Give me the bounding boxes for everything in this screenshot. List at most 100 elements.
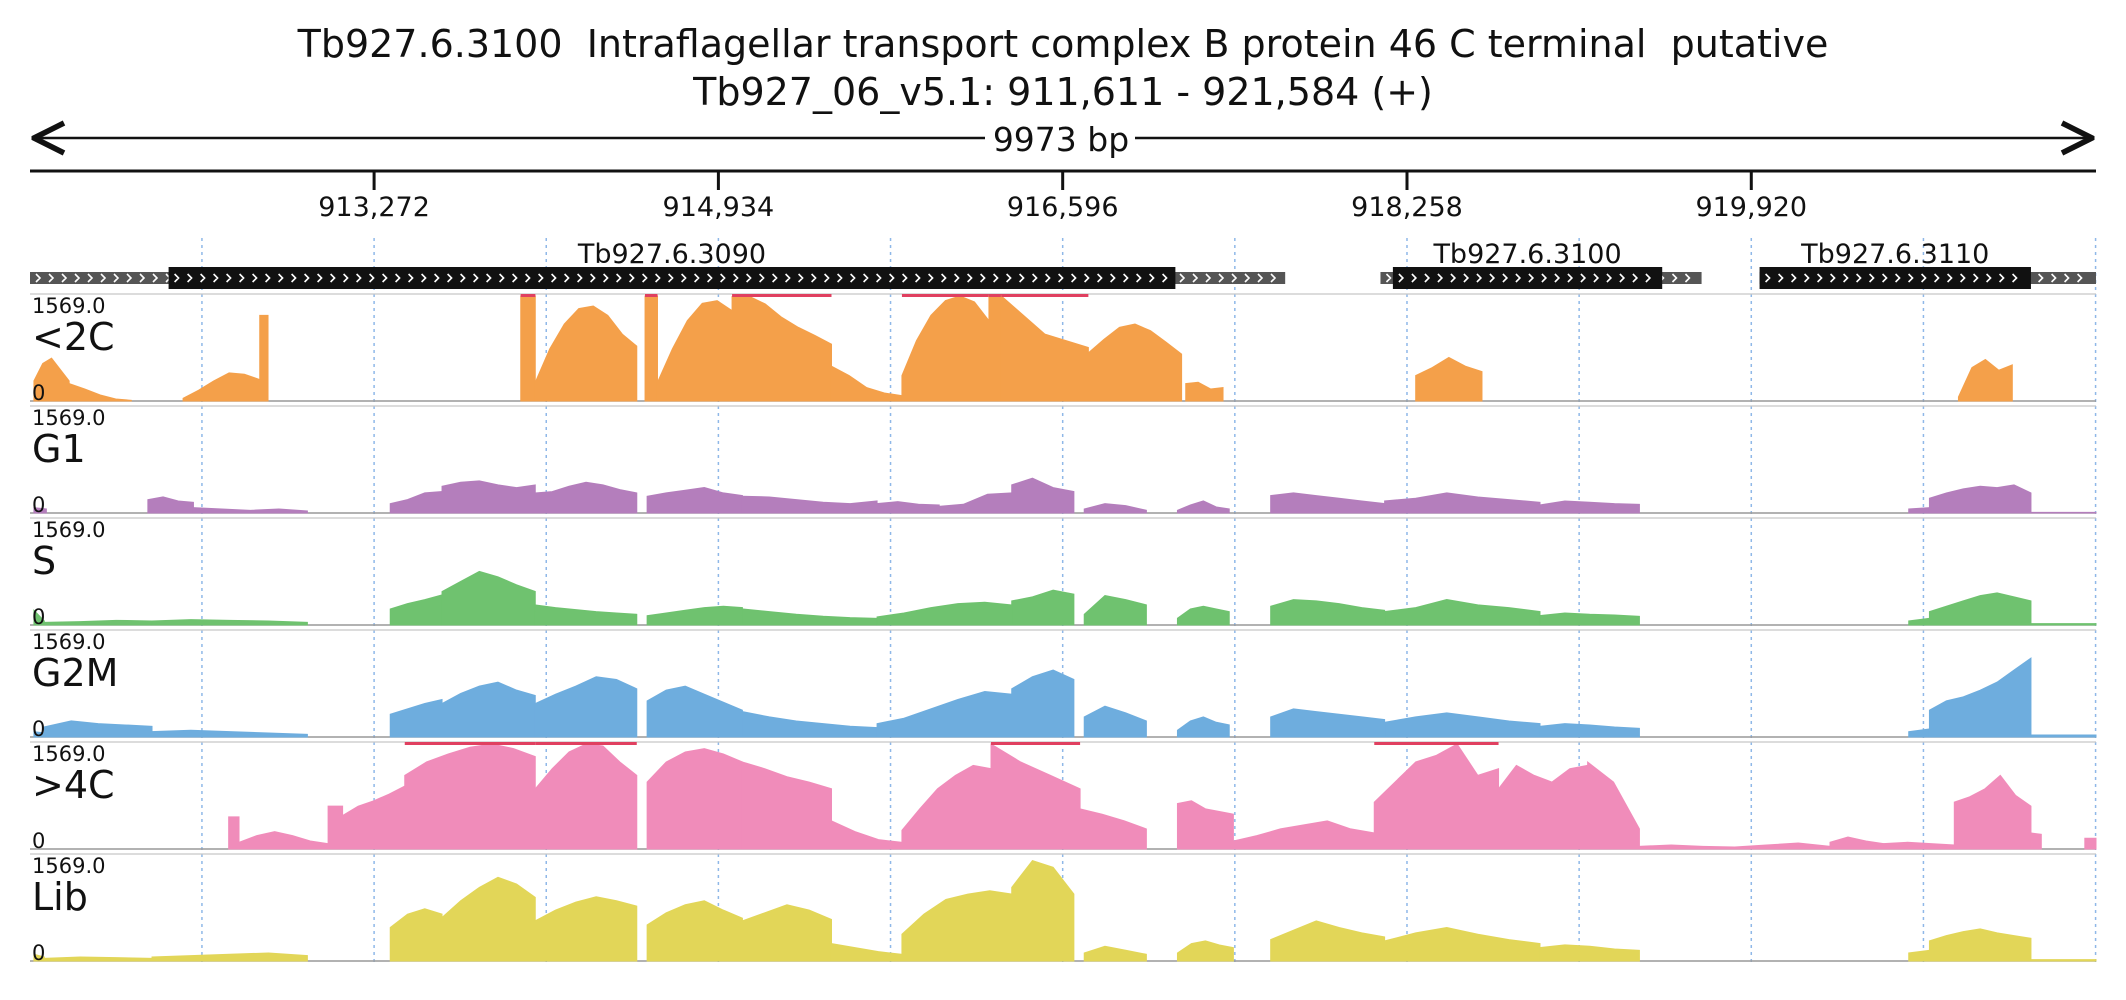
y-max-label: 1569.0	[32, 406, 105, 430]
coverage-area	[830, 365, 903, 402]
y-min-label: 0	[32, 605, 45, 629]
coverage-area	[2084, 837, 2097, 850]
coverage-area	[1176, 940, 1234, 962]
coverage-area	[1928, 928, 2032, 962]
coverage-area	[830, 943, 903, 962]
series-label: G2M	[32, 651, 118, 695]
axis-tick-label: 919,920	[1695, 192, 1807, 223]
coverage-area	[2030, 623, 2097, 626]
coverage-area	[646, 748, 743, 850]
coverage-area	[1083, 705, 1147, 738]
clip-marker	[520, 294, 536, 297]
axis-tick-label: 916,596	[1007, 192, 1119, 223]
coverage-area	[1638, 842, 1831, 850]
series-label: S	[32, 539, 56, 583]
gene-cds	[1759, 267, 2031, 289]
coverage-area	[1011, 669, 1075, 738]
y-max-label: 1569.0	[32, 742, 105, 766]
track-G2M: 1569.0 0 G2M	[30, 629, 2097, 741]
coverage-area	[1587, 760, 1640, 850]
coverage-area	[534, 676, 638, 738]
gene-Tb927.6.3090: Tb927.6.3090	[30, 239, 1286, 289]
coverage-area	[259, 314, 269, 402]
clip-marker	[1001, 294, 1089, 297]
coverage-area	[2030, 832, 2042, 850]
coverage-area	[1011, 860, 1075, 962]
coverage-area	[1539, 944, 1640, 962]
coverage-area	[1498, 764, 1589, 850]
y-min-label: 0	[32, 829, 45, 853]
coverage-area	[1908, 728, 1930, 738]
coverage-area	[441, 876, 536, 962]
coverage-area	[741, 608, 878, 626]
coverage-area	[441, 570, 536, 626]
coverage-area	[1087, 323, 1183, 402]
coverage-area	[147, 496, 194, 514]
coverage-area	[2030, 734, 2097, 738]
clip-marker	[988, 294, 1002, 297]
y-min-label: 0	[32, 717, 45, 741]
coverage-area	[1908, 949, 1930, 962]
coverage-area	[644, 295, 658, 402]
coverage-area	[741, 710, 878, 738]
axis-tick-label: 913,272	[318, 192, 430, 223]
coverage-area	[389, 698, 443, 738]
coverage-area	[327, 805, 344, 850]
coverage-area	[876, 601, 1013, 626]
coverage-area	[43, 720, 153, 738]
coverage-area	[33, 609, 45, 626]
strand-chevrons	[174, 273, 1168, 283]
coverage-area	[1000, 294, 1089, 402]
coverage-area	[938, 492, 1013, 514]
coverage-area	[1373, 743, 1500, 850]
coverage-area	[1270, 599, 1386, 626]
gene-track: Tb927.6.3090 Tb927.6.3100 Tb927.6.3110	[30, 239, 2096, 289]
coverage-area	[1384, 927, 1541, 962]
coverage-area	[43, 619, 153, 626]
coverage-area	[389, 594, 443, 626]
coverage-area	[1908, 617, 1930, 626]
coverage-area	[656, 300, 733, 402]
coverage-area	[151, 619, 308, 626]
y-max-label: 1569.0	[32, 854, 105, 878]
clip-marker	[991, 742, 1081, 745]
coverage-area	[988, 295, 1002, 402]
coverage-area	[33, 953, 45, 962]
coverage-area	[876, 690, 1013, 738]
coverage-area	[1957, 358, 2013, 402]
coverage-area	[404, 743, 536, 850]
axis-tick-label: 914,934	[663, 192, 775, 223]
span-label-bg	[985, 118, 1135, 158]
coverage-area	[1829, 836, 1885, 850]
coverage-area	[441, 480, 536, 514]
coverage-area	[534, 896, 638, 962]
coverage-area	[192, 507, 308, 514]
coverage-area	[1176, 716, 1230, 738]
coverage-area	[876, 501, 940, 514]
coverage-area	[520, 295, 536, 402]
coverage-area	[1539, 723, 1640, 738]
axis-tick-label: 918,258	[1351, 192, 1463, 223]
coverage-area	[534, 305, 638, 402]
coverage-area	[741, 904, 832, 962]
coverage-area	[1928, 657, 2032, 738]
gene-cds	[1392, 267, 1663, 289]
gene-label: Tb927.6.3090	[577, 239, 766, 270]
coverage-area	[534, 743, 638, 850]
coverage-area	[901, 764, 992, 850]
y-min-label: 0	[32, 941, 45, 965]
coverage-area	[1415, 356, 1483, 402]
track-G1: 1569.0 0 G1	[30, 405, 2097, 517]
coverage-area	[151, 952, 308, 962]
coverage-area	[741, 495, 878, 514]
coverage-area	[731, 295, 832, 402]
gene-label: Tb927.6.3100	[1432, 239, 1621, 270]
strand-chevrons	[1765, 273, 2018, 283]
gene-Tb927.6.3100: Tb927.6.3100	[1380, 239, 1702, 289]
coverage-area	[1270, 708, 1386, 738]
coverage-area	[1011, 589, 1075, 626]
coverage-area	[1083, 503, 1147, 514]
chart-title: Tb927.6.3100 Intraflagellar transport co…	[297, 22, 1829, 66]
chart-subtitle: Tb927_06_v5.1: 911,611 - 921,584 (+)	[693, 70, 1433, 114]
coverage-area	[1928, 484, 2032, 514]
